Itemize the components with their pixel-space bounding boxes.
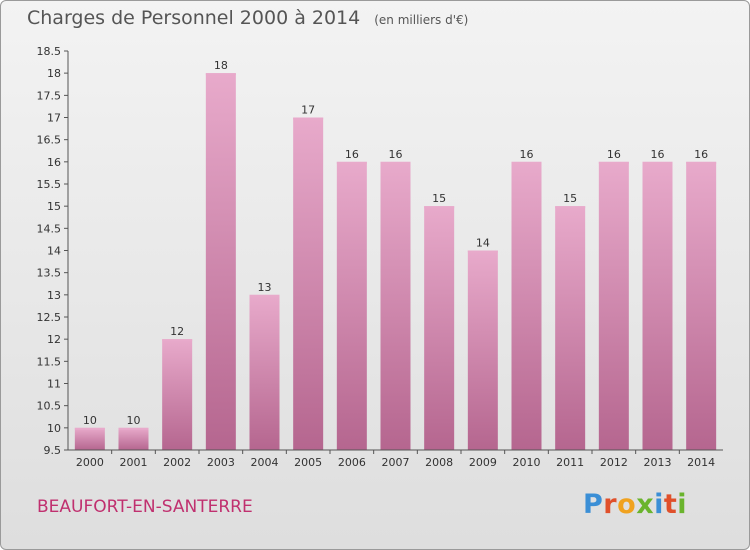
bar-top-highlight [555,206,586,209]
y-tick-label: 11 [47,378,61,391]
x-tick-label: 2002 [163,456,191,469]
bar [336,161,367,451]
x-tick-label: 2010 [513,456,541,469]
bar-top-highlight [162,339,193,342]
bar [686,161,717,451]
x-tick-label: 2008 [425,456,453,469]
y-tick-label: 13.5 [37,267,62,280]
bar-top-highlight [598,161,629,164]
y-tick-label: 12.5 [37,311,62,324]
bar-value-label: 15 [432,192,446,205]
y-axis: 9.5 10 10.5 11 11.5 12 12.5 13 13.5 14 14.5 15 15.5 1… [37,45,69,457]
x-tick-label: 2004 [251,456,279,469]
bar [555,206,586,450]
y-tick-label: 14.5 [37,222,62,235]
x-tick-label: 2003 [207,456,235,469]
y-tick-label: 15.5 [37,178,62,191]
chart-title-text: Charges de Personnel 2000 à 2014 [27,7,361,29]
bar [380,161,411,451]
bar [118,427,149,450]
bar [642,161,673,451]
bar-top-highlight [642,161,673,164]
bar-value-label: 10 [83,414,97,427]
y-tick-label: 16.5 [37,134,62,147]
x-tick-label: 2011 [556,456,584,469]
bar [162,339,193,450]
x-tick-label: 2012 [600,456,628,469]
bar-top-highlight [467,250,498,253]
bar-value-label: 10 [127,414,141,427]
bar-top-highlight [380,161,411,164]
y-tick-label: 9.5 [44,444,62,457]
bar-top-highlight [293,117,324,120]
bar-top-highlight [74,427,105,430]
y-tick-label: 17.5 [37,89,62,102]
bar-value-label: 16 [651,148,665,161]
y-tick-label: 16 [47,156,61,169]
bar-value-label: 17 [301,104,315,117]
x-tick-label: 2000 [76,456,104,469]
bar-top-highlight [205,73,236,76]
chart-subtitle: (en milliers d'€) [374,13,469,27]
bar-value-label: 16 [389,148,403,161]
y-tick-label: 14 [47,245,61,258]
x-tick-label: 2009 [469,456,497,469]
bar-value-label: 16 [345,148,359,161]
x-tick-label: 2001 [120,456,148,469]
bar-value-label: 12 [170,325,184,338]
y-tick-label: 10.5 [37,400,62,413]
bar [205,73,236,451]
commune-name: BEAUFORT-EN-SANTERRE [37,497,253,517]
x-tick-label: 2007 [382,456,410,469]
chart-title: Charges de Personnel 2000 à 2014 (en mill… [27,7,468,29]
y-tick-label: 10 [47,422,61,435]
bar-value-label: 15 [563,192,577,205]
bar-top-highlight [424,206,455,209]
y-tick-label: 12 [47,333,61,346]
y-tick-label: 15 [47,200,61,213]
x-tick-label: 2014 [687,456,715,469]
bar-value-label: 18 [214,59,228,72]
bar-top-highlight [336,161,367,164]
bar [74,427,105,450]
bar-value-label: 16 [694,148,708,161]
bar-top-highlight [118,427,149,430]
x-tick-label: 2005 [294,456,322,469]
bar-top-highlight [511,161,542,164]
y-tick-label: 18.5 [37,45,62,58]
bars: 10 10 12 18 13 17 16 16 15 14 16 15 16 16 16 [74,59,717,451]
bar [424,206,455,450]
x-tick-label: 2013 [644,456,672,469]
bar-top-highlight [249,294,280,297]
y-tick-label: 13 [47,289,61,302]
proxiti-logo[interactable]: Proxiti [583,489,688,520]
y-tick-label: 11.5 [37,355,62,368]
bar [249,294,280,450]
bar-top-highlight [686,161,717,164]
bar [293,117,324,450]
x-axis: 2000 2001 2002 2003 2004 2005 2006 2007 2008 2009… [68,449,723,469]
bar [598,161,629,451]
y-tick-label: 17 [47,112,61,125]
bar [511,161,542,451]
x-tick-label: 2006 [338,456,366,469]
bar-value-label: 16 [607,148,621,161]
bar-value-label: 14 [476,237,490,250]
bar-value-label: 13 [258,281,272,294]
bar-value-label: 16 [520,148,534,161]
bar [467,250,498,450]
y-tick-label: 18 [47,67,61,80]
